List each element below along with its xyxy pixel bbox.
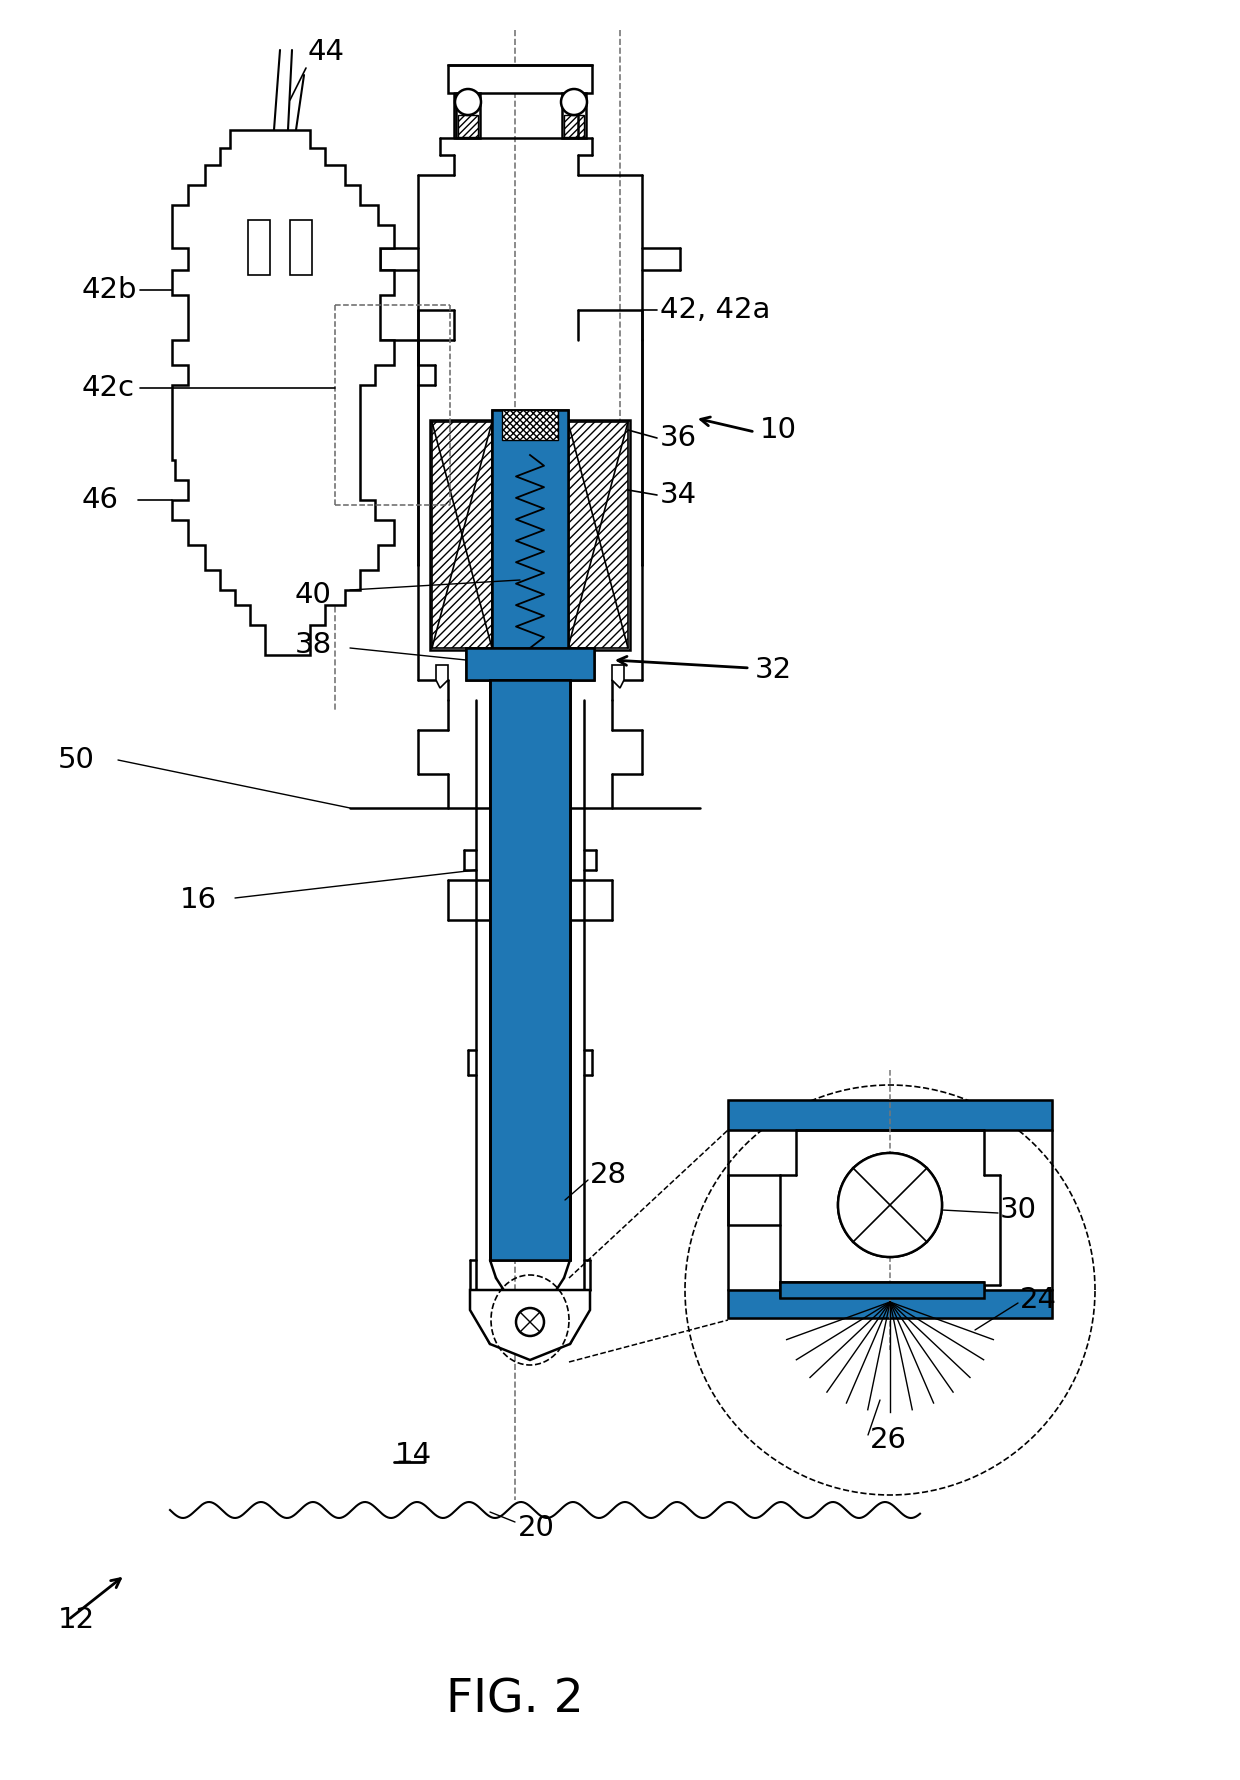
Text: 36: 36: [660, 424, 697, 452]
Bar: [728, 1100, 1052, 1130]
Polygon shape: [470, 1290, 590, 1360]
Bar: [430, 420, 630, 650]
Circle shape: [516, 1308, 544, 1337]
Bar: [456, 93, 480, 139]
Bar: [492, 409, 568, 659]
Text: 16: 16: [180, 886, 217, 913]
Polygon shape: [436, 666, 448, 689]
Polygon shape: [172, 130, 394, 655]
Text: 42b: 42b: [82, 276, 138, 304]
Bar: [780, 1282, 985, 1298]
Text: 24: 24: [1021, 1285, 1056, 1314]
Bar: [562, 93, 587, 139]
Bar: [490, 680, 570, 1260]
Text: 32: 32: [755, 657, 792, 684]
Text: 38: 38: [295, 630, 332, 659]
Polygon shape: [613, 666, 624, 689]
Bar: [728, 1290, 1052, 1317]
Text: 20: 20: [518, 1515, 554, 1541]
Bar: [248, 221, 270, 274]
Circle shape: [455, 89, 481, 116]
Text: 50: 50: [58, 746, 95, 774]
Text: 42c: 42c: [82, 374, 135, 402]
Bar: [564, 116, 584, 137]
Circle shape: [560, 89, 587, 116]
Text: 12: 12: [58, 1606, 95, 1634]
Text: 10: 10: [760, 417, 797, 443]
Bar: [492, 409, 568, 659]
Bar: [780, 1282, 985, 1298]
Bar: [458, 116, 477, 137]
Bar: [490, 680, 570, 1260]
Text: 42, 42a: 42, 42a: [660, 295, 770, 324]
Text: 44: 44: [308, 37, 345, 66]
Bar: [728, 1100, 1052, 1130]
Text: 34: 34: [660, 481, 697, 509]
Bar: [290, 221, 312, 274]
Text: 46: 46: [82, 486, 119, 514]
Text: 14: 14: [396, 1442, 432, 1468]
Circle shape: [838, 1153, 942, 1257]
Text: 30: 30: [999, 1196, 1037, 1225]
Bar: [728, 1290, 1052, 1317]
Text: 26: 26: [870, 1426, 906, 1454]
Bar: [432, 422, 492, 648]
Bar: [568, 422, 627, 648]
Bar: [502, 409, 558, 440]
Bar: [466, 648, 594, 680]
Bar: [466, 648, 594, 680]
Text: 40: 40: [295, 580, 332, 609]
Text: 28: 28: [590, 1161, 627, 1189]
Bar: [448, 66, 591, 93]
Text: FIG. 2: FIG. 2: [446, 1677, 584, 1723]
